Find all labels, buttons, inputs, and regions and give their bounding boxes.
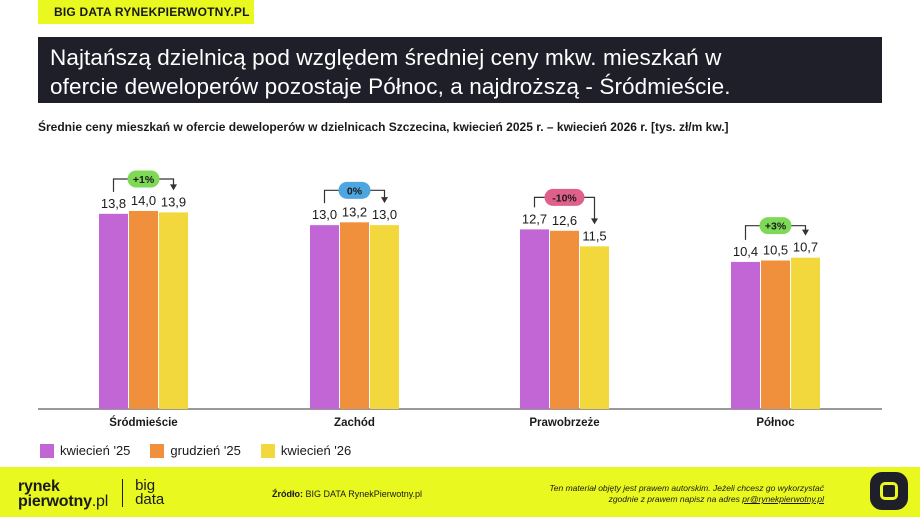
data-label-2-2: 11,5 [582,228,606,243]
data-label-1-2: 13,0 [372,207,397,222]
logo-word-pierwotny: pierwotny [18,493,92,510]
logo-rynek-pierwotny: rynek pierwotny.pl [18,478,109,510]
logo-word-data: data [135,491,165,508]
data-label-0-2: 13,9 [161,194,186,209]
bar-3-1 [761,260,790,409]
category-label-1: Zachód [334,417,375,429]
category-label-0: Śródmieście [109,416,177,429]
change-arrow-1 [381,197,388,204]
logo-big-data: big data [135,477,165,508]
data-label-0-0: 13,8 [101,196,126,211]
bar-1-2 [370,225,399,409]
data-label-0-1: 14,0 [131,193,156,208]
logo-word-pierwotny-line: pierwotny.pl [18,493,109,510]
bar-3-0 [731,261,760,409]
corner-logo-inner [880,482,898,500]
bar-3-2 [791,257,820,409]
data-label-3-2: 10,7 [793,240,818,255]
bar-2-1 [550,230,579,409]
source-text: BIG DATA RynekPierwotny.pl [305,489,423,499]
copyright-line-1: Ten materiał objęty jest prawem autorski… [549,483,824,493]
brand-tag: BIG DATA RYNEKPIERWOTNY.PL [38,0,254,24]
change-badge-label-2: -10% [552,192,577,204]
change-arrow-0 [170,184,177,191]
change-badge-1 [338,181,371,199]
category-label-2: Prawobrzeże [529,417,599,429]
logo-word-pl: .pl [91,493,109,510]
bar-1-1 [340,222,369,409]
logo-word-big: big [135,477,156,494]
logo-word-rynek: rynek [18,478,60,495]
legend-swatch-kwiecien-25 [40,443,54,458]
bar-2-2 [580,246,609,409]
data-label-2-1: 12,6 [552,213,577,228]
legend-item-kwiecien-26: kwiecień '26 [260,443,352,458]
copyright-email-link[interactable]: pr@rynekpierwotny.pl [742,494,824,504]
change-badge-3 [759,217,792,235]
bar-1-0 [310,225,339,409]
change-badge-label-1: 0% [347,185,363,197]
legend-label-kwiecien-26: kwiecień '26 [280,443,352,458]
data-label-3-0: 10,4 [733,244,758,259]
legend-swatch-kwiecien-26 [260,443,275,458]
legend-item-grudzien-25: grudzień '25 [150,443,241,458]
copyright-line-2-wrap: zgodnie z prawem napisz na adres pr@ryne… [484,494,824,505]
rynekpierwotny-logo: rynek pierwotny.pl big data [18,477,165,510]
legend-swatch-grudzien-25 [150,443,165,458]
data-label-1-1: 13,2 [342,204,367,219]
change-badge-label-3: +3% [765,221,787,233]
bar-2-0 [520,229,549,409]
change-arrow-3 [802,229,809,236]
legend-label-grudzien-25: grudzień '25 [170,443,241,458]
chart-legend: kwiecień '25 grudzień '25 kwiecień '26 [40,443,371,458]
copyright-note: Ten materiał objęty jest prawem autorski… [484,483,824,505]
change-arrow-2 [591,218,598,225]
copyright-line-2: zgodnie z prawem napisz na adres [608,494,740,504]
logo-separator [122,479,124,507]
data-label-1-0: 13,0 [312,207,337,222]
bar-0-1 [129,211,158,409]
data-label-2-0: 12,7 [522,211,547,226]
corner-logo-icon [870,472,908,510]
footer-bar [0,467,920,517]
source-label: Źródło: [272,489,303,499]
data-label-3-1: 10,5 [763,243,788,258]
headline-line-1: Najtańszą dzielnicą pod względem średnie… [50,45,722,70]
change-badge-0 [127,170,160,188]
bar-0-0 [99,213,128,409]
headline-line-2: ofercie deweloperów pozostaje Północ, a … [50,74,731,99]
change-badge-label-0: +1% [133,174,155,186]
bar-0-2 [159,212,188,409]
headline: Najtańszą dzielnicą pod względem średnie… [38,37,882,103]
category-label-3: Północ [756,417,795,429]
source-note: Źródło: BIG DATA RynekPierwotny.pl [272,489,422,499]
legend-item-kwiecien-25: kwiecień '25 [40,443,130,458]
chart-title: Średnie ceny mieszkań w ofercie dewelope… [38,120,729,134]
bar-chart: 13,8 14,0 13,9 Śródmieście +1% 13,0 13,2 13,0 Za… [38,170,882,429]
change-badge-2 [544,188,585,206]
legend-label-kwiecien-25: kwiecień '25 [60,443,131,458]
